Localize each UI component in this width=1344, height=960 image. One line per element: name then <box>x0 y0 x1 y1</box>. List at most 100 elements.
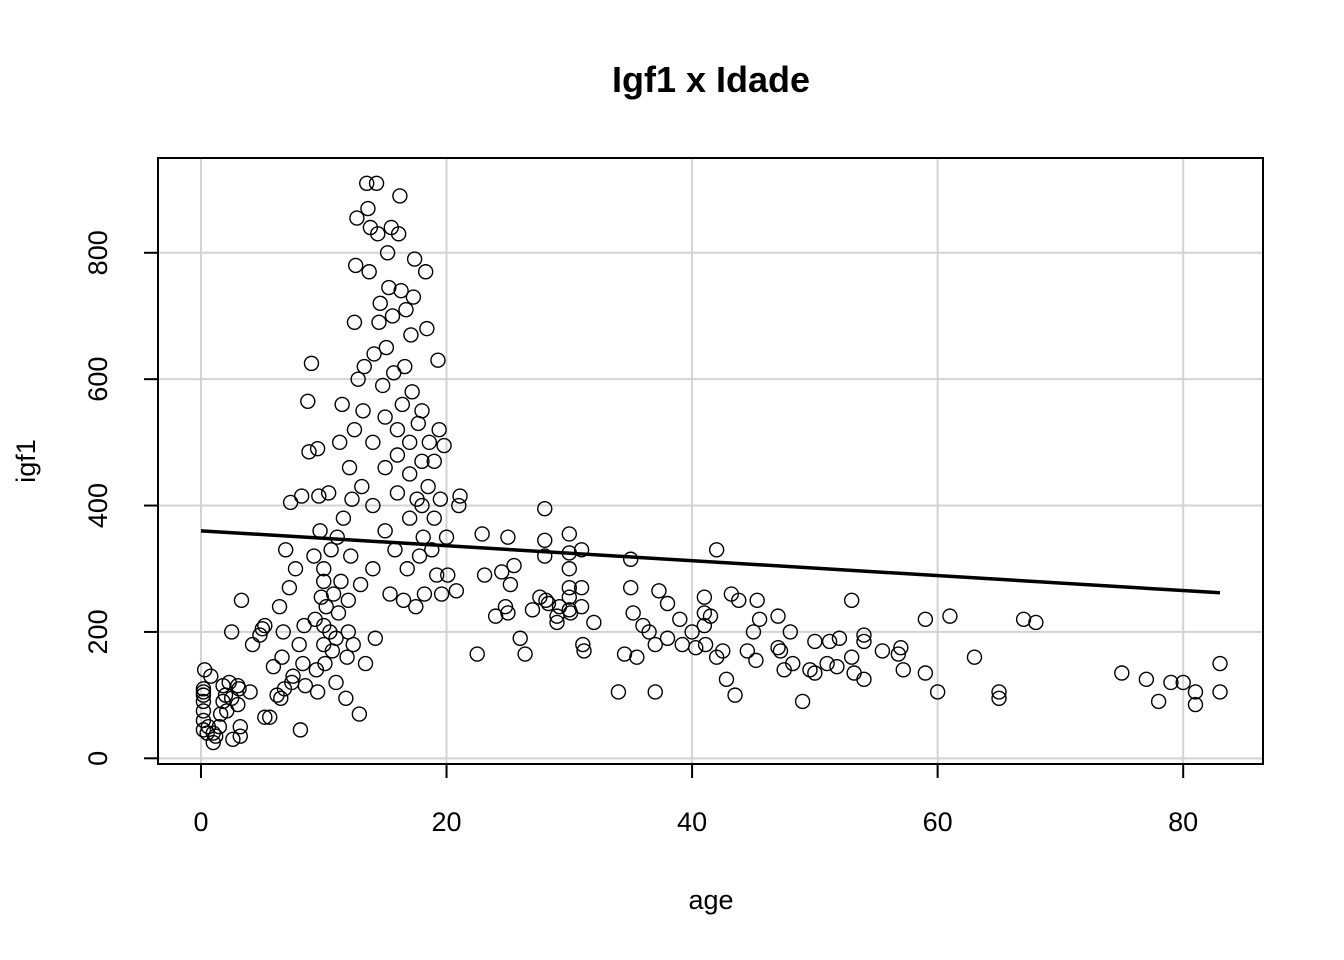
data-point <box>381 279 397 296</box>
data-point <box>389 485 406 501</box>
data-point <box>469 646 485 662</box>
y-tick-label: 800 <box>83 230 113 275</box>
data-point <box>874 643 891 659</box>
data-point <box>366 346 382 362</box>
data-point <box>293 488 310 504</box>
x-axis: 0 20 40 60 80 <box>193 763 1198 837</box>
data-point <box>297 677 314 694</box>
data-point <box>233 592 250 609</box>
data-point <box>232 728 248 744</box>
data-point <box>357 655 374 672</box>
data-point <box>274 649 290 665</box>
data-point <box>659 630 676 646</box>
data-point <box>895 662 911 678</box>
data-point <box>785 655 801 672</box>
data-point <box>487 608 504 624</box>
y-tick-label: 400 <box>83 483 113 528</box>
data-point <box>316 573 332 590</box>
data-point <box>195 693 212 710</box>
data-point <box>1138 671 1155 688</box>
data-point <box>476 567 493 583</box>
data-point <box>232 719 248 735</box>
data-point <box>494 564 510 580</box>
data-point <box>629 649 645 665</box>
data-point <box>205 734 221 751</box>
y-tick-label: 0 <box>83 751 113 766</box>
data-point <box>561 526 578 542</box>
data-point <box>991 684 1007 700</box>
data-point <box>715 643 731 659</box>
data-point <box>403 327 419 343</box>
data-point <box>320 485 337 501</box>
data-point <box>392 188 408 204</box>
data-point <box>1150 693 1167 710</box>
data-point <box>575 636 591 653</box>
data-point <box>377 459 393 476</box>
data-point <box>856 627 872 643</box>
data-point <box>856 671 872 688</box>
data-point <box>211 719 228 735</box>
data-point <box>377 409 393 425</box>
data-point <box>371 314 387 330</box>
data-point <box>573 542 590 558</box>
data-point <box>1163 674 1179 691</box>
data-point <box>708 542 725 558</box>
data-point <box>372 295 388 312</box>
data-point <box>890 646 907 662</box>
data-point <box>414 403 430 419</box>
data-point <box>323 542 339 558</box>
data-point <box>244 636 261 653</box>
data-point <box>351 706 368 722</box>
data-point <box>203 668 219 684</box>
data-point <box>309 440 326 457</box>
data-point <box>230 696 246 713</box>
data-point <box>377 523 393 539</box>
data-point <box>410 415 426 432</box>
data-point <box>317 655 333 672</box>
data-point <box>330 605 347 621</box>
data-point <box>404 384 420 400</box>
data-point <box>408 598 424 615</box>
data-point <box>1187 684 1204 700</box>
data-point <box>433 586 450 602</box>
data-point <box>474 526 490 542</box>
x-tick-label: 40 <box>677 807 707 837</box>
y-tick-label: 600 <box>83 357 113 402</box>
data-point <box>398 301 414 318</box>
data-point <box>395 592 412 609</box>
data-point <box>414 497 430 514</box>
data-point <box>252 627 268 643</box>
data-point <box>359 175 375 191</box>
data-point <box>242 684 258 700</box>
data-point <box>561 579 578 596</box>
data-point <box>802 662 818 678</box>
data-point <box>497 598 514 615</box>
data-point <box>697 636 714 653</box>
data-point <box>401 510 418 526</box>
data-point <box>401 466 418 482</box>
data-point <box>807 665 823 681</box>
data-point <box>277 542 294 558</box>
data-point <box>625 605 641 621</box>
data-point <box>349 210 365 226</box>
data-point <box>432 491 449 507</box>
data-points <box>195 175 1228 751</box>
data-point <box>672 611 688 627</box>
data-point <box>1114 665 1130 681</box>
trend-line-group <box>200 529 1221 595</box>
data-point <box>401 434 418 451</box>
data-point <box>917 611 934 627</box>
data-point <box>195 684 212 700</box>
data-point <box>370 226 386 242</box>
data-point <box>328 674 344 691</box>
data-point <box>517 646 533 662</box>
data-point <box>966 649 983 665</box>
data-point <box>387 542 403 558</box>
data-point <box>399 561 415 577</box>
data-point <box>684 624 700 640</box>
data-point <box>360 200 376 217</box>
data-point <box>430 352 446 368</box>
data-point <box>390 226 407 242</box>
data-point <box>325 586 342 602</box>
data-point <box>306 548 322 564</box>
